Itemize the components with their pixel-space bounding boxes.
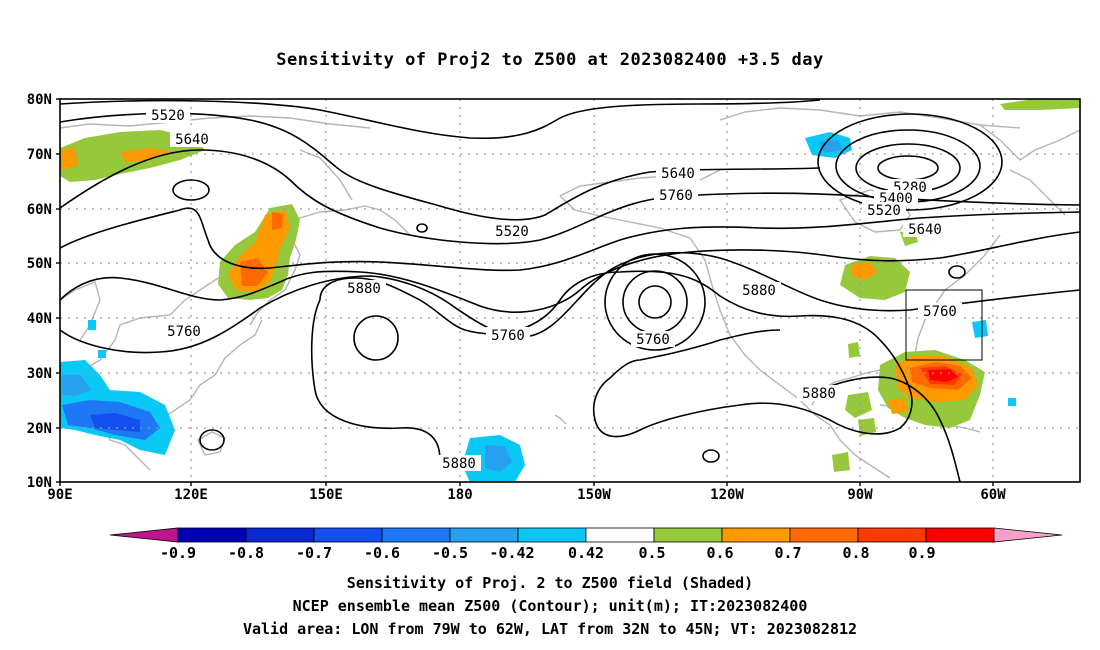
contour-label: 5760 bbox=[486, 327, 530, 344]
colorbar-segment bbox=[449, 527, 519, 543]
lon-label: 150W bbox=[577, 487, 611, 503]
svg-text:5760: 5760 bbox=[659, 188, 693, 204]
colorbar-label: -0.5 bbox=[432, 544, 468, 562]
svg-text:5520: 5520 bbox=[151, 108, 185, 124]
colorbar-label: -0.6 bbox=[364, 544, 400, 562]
svg-text:5520: 5520 bbox=[867, 203, 901, 219]
caption-line-1: Sensitivity of Proj. 2 to Z500 field (Sh… bbox=[346, 574, 754, 592]
svg-text:5880: 5880 bbox=[802, 386, 836, 402]
contour-label: 5880 bbox=[342, 280, 386, 297]
svg-text:5640: 5640 bbox=[908, 222, 942, 238]
contour-label: 5520 bbox=[146, 107, 190, 124]
colorbar-extend-low bbox=[109, 527, 179, 543]
lat-label: 20N bbox=[27, 421, 52, 437]
svg-text:5640: 5640 bbox=[661, 166, 695, 182]
contour-label: 5880 bbox=[437, 455, 481, 472]
contour-label: 5640 bbox=[170, 131, 214, 148]
plot-border bbox=[59, 98, 1081, 483]
contour-label: 5640 bbox=[656, 165, 700, 182]
lon-label: 120W bbox=[710, 487, 744, 503]
lat-label: 60N bbox=[27, 202, 52, 218]
lat-label: 10N bbox=[27, 475, 52, 491]
lat-label: 40N bbox=[27, 311, 52, 327]
colorbar-label: 0.5 bbox=[638, 544, 665, 562]
colorbar-label: -0.42 bbox=[489, 544, 534, 562]
colorbar-segment bbox=[381, 527, 451, 543]
lat-label: 70N bbox=[27, 147, 52, 163]
lon-label: 90W bbox=[847, 487, 873, 503]
colorbar-segment bbox=[653, 527, 723, 543]
colorbar-label: 0.9 bbox=[908, 544, 935, 562]
svg-text:5760: 5760 bbox=[636, 332, 670, 348]
colorbar-segment bbox=[245, 527, 315, 543]
colorbar-segment bbox=[313, 527, 383, 543]
lon-label: 180 bbox=[447, 487, 472, 503]
longitude-labels: 90E 120E 150E 180 150W 120W 90W 60W bbox=[47, 487, 1006, 503]
svg-text:5760: 5760 bbox=[167, 324, 201, 340]
colorbar-label: 0.42 bbox=[568, 544, 604, 562]
z500-contours bbox=[60, 99, 1080, 482]
colorbar-segment bbox=[857, 527, 927, 543]
svg-text:5880: 5880 bbox=[742, 283, 776, 299]
svg-text:5880: 5880 bbox=[347, 281, 381, 297]
colorbar-segment bbox=[517, 527, 587, 543]
lon-label: 120E bbox=[174, 487, 208, 503]
contour-labels: 5520 5640 5520 5640 5760 5280 5400 5520 … bbox=[146, 107, 962, 472]
contour-label: 5760 bbox=[631, 331, 675, 348]
contour-label: 5640 bbox=[903, 221, 947, 238]
contour-label: 5880 bbox=[737, 282, 781, 299]
contour-label: 5880 bbox=[797, 385, 841, 402]
svg-text:5520: 5520 bbox=[495, 224, 529, 240]
svg-text:5880: 5880 bbox=[442, 456, 476, 472]
colorbar-label: -0.8 bbox=[228, 544, 264, 562]
lon-label: 90E bbox=[47, 487, 72, 503]
valid-area-box bbox=[905, 289, 983, 361]
lon-label: 150E bbox=[309, 487, 343, 503]
contour-label: 5760 bbox=[162, 323, 206, 340]
colorbar-label: -0.7 bbox=[296, 544, 332, 562]
axis-ticks bbox=[56, 98, 994, 486]
lat-label: 80N bbox=[27, 92, 52, 108]
colorbar-label: 0.8 bbox=[842, 544, 869, 562]
contour-label: 5520 bbox=[490, 223, 534, 240]
colorbar-segment bbox=[789, 527, 859, 543]
caption-line-2: NCEP ensemble mean Z500 (Contour); unit(… bbox=[292, 597, 808, 615]
lat-label: 50N bbox=[27, 256, 52, 272]
svg-text:5760: 5760 bbox=[923, 304, 957, 320]
colorbar-label: 0.6 bbox=[706, 544, 733, 562]
colorbar-segment bbox=[177, 527, 247, 543]
colorbar-label: 0.7 bbox=[774, 544, 801, 562]
colorbar-segment bbox=[721, 527, 791, 543]
svg-text:5760: 5760 bbox=[491, 328, 525, 344]
colorbar-segment bbox=[585, 527, 655, 543]
colorbar-segment bbox=[925, 527, 995, 543]
lon-label: 60W bbox=[980, 487, 1006, 503]
svg-text:5640: 5640 bbox=[175, 132, 209, 148]
colorbar bbox=[109, 527, 1063, 543]
sensitivity-shading bbox=[60, 99, 1080, 482]
caption-line-3: Valid area: LON from 79W to 62W, LAT fro… bbox=[242, 620, 858, 638]
contour-label: 5520 bbox=[862, 202, 906, 219]
colorbar-labels: -0.9 -0.8 -0.7 -0.6 -0.5 -0.42 0.42 0.5 … bbox=[160, 544, 936, 562]
map-title: Sensitivity of Proj2 to Z500 at 20230824… bbox=[276, 50, 824, 70]
contour-label: 5760 bbox=[918, 303, 962, 320]
latitude-labels: 80N 70N 60N 50N 40N 30N 20N 10N bbox=[27, 92, 52, 491]
colorbar-label: -0.9 bbox=[160, 544, 196, 562]
colorbar-extend-high bbox=[993, 527, 1063, 543]
lat-label: 30N bbox=[27, 366, 52, 382]
contour-label: 5760 bbox=[654, 187, 698, 204]
